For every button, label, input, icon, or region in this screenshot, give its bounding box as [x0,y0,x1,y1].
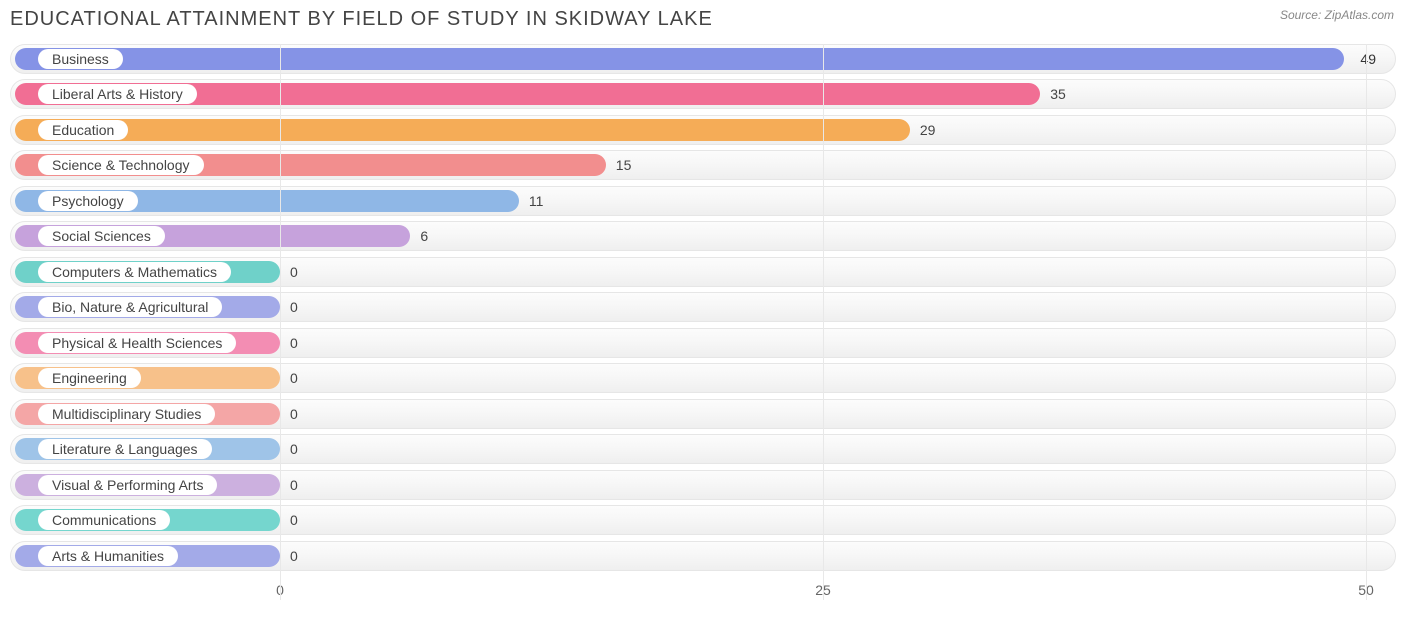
category-label: Science & Technology [38,155,204,175]
value-label: 0 [290,370,298,386]
bar-track-wrapper: Arts & Humanities 0 [10,541,1396,571]
bar-track-wrapper: Education 29 [10,115,1396,145]
bar-row: Computers & Mathematics 0 [10,254,1396,290]
bar-row: Physical & Health Sciences 0 [10,325,1396,361]
category-label: Social Sciences [38,226,165,246]
category-label: Business [38,49,123,69]
category-label: Bio, Nature & Agricultural [38,297,222,317]
category-label: Communications [38,510,170,530]
bar-track-wrapper: Engineering 0 [10,363,1396,393]
gridline [280,44,281,600]
value-label: 0 [290,441,298,457]
chart-inner: Business 49 Liberal Arts & History 35 Educat… [10,41,1396,574]
chart-title: EDUCATIONAL ATTAINMENT BY FIELD OF STUDY… [0,0,1406,35]
bar-row: Social Sciences 6 [10,219,1396,255]
x-axis: 02550 [10,576,1396,606]
source-text: Source: ZipAtlas.com [1280,8,1394,22]
value-label: 15 [616,157,632,173]
bar-row: Bio, Nature & Agricultural 0 [10,290,1396,326]
bar-track-wrapper: Business 49 [10,44,1396,74]
bar-track-wrapper: Bio, Nature & Agricultural 0 [10,292,1396,322]
bar-row: Science & Technology 15 [10,148,1396,184]
bar-row: Engineering 0 [10,361,1396,397]
category-label: Liberal Arts & History [38,84,197,104]
value-label: 0 [290,548,298,564]
bar-row: Psychology 11 [10,183,1396,219]
category-label: Computers & Mathematics [38,262,231,282]
category-label: Multidisciplinary Studies [38,404,215,424]
bar-track-wrapper: Social Sciences 6 [10,221,1396,251]
category-label: Psychology [38,191,138,211]
category-label: Arts & Humanities [38,546,178,566]
category-label: Visual & Performing Arts [38,475,217,495]
bar-row: Education 29 [10,112,1396,148]
value-label: 35 [1050,86,1066,102]
value-label: 0 [290,335,298,351]
bar-row: Multidisciplinary Studies 0 [10,396,1396,432]
bar-track-wrapper: Communications 0 [10,505,1396,535]
value-label: 29 [920,122,936,138]
bar-track-wrapper: Psychology 11 [10,186,1396,216]
bar-track-wrapper: Physical & Health Sciences 0 [10,328,1396,358]
value-label: 11 [529,193,544,209]
bar-track-wrapper: Science & Technology 15 [10,150,1396,180]
gridline [1366,44,1367,600]
bar-track-wrapper: Visual & Performing Arts 0 [10,470,1396,500]
category-label: Education [38,120,128,140]
value-label: 0 [290,264,298,280]
bar-fill [15,48,1344,70]
bar-track-wrapper: Multidisciplinary Studies 0 [10,399,1396,429]
value-label: 0 [290,512,298,528]
bar-track-wrapper: Liberal Arts & History 35 [10,79,1396,109]
bar-row: Communications 0 [10,503,1396,539]
gridline [823,44,824,600]
bar-row: Arts & Humanities 0 [10,538,1396,574]
chart-area: Business 49 Liberal Arts & History 35 Educat… [0,35,1406,606]
value-label: 49 [1360,51,1376,67]
bar-track-wrapper: Computers & Mathematics 0 [10,257,1396,287]
bar-row: Liberal Arts & History 35 [10,77,1396,113]
bar-row: Literature & Languages 0 [10,432,1396,468]
bar-track-wrapper: Literature & Languages 0 [10,434,1396,464]
value-label: 6 [420,228,428,244]
category-label: Engineering [38,368,141,388]
bar-row: Business 49 [10,41,1396,77]
value-label: 0 [290,406,298,422]
category-label: Physical & Health Sciences [38,333,236,353]
value-label: 0 [290,477,298,493]
bar-row: Visual & Performing Arts 0 [10,467,1396,503]
bar-fill [15,119,910,141]
category-label: Literature & Languages [38,439,212,459]
value-label: 0 [290,299,298,315]
